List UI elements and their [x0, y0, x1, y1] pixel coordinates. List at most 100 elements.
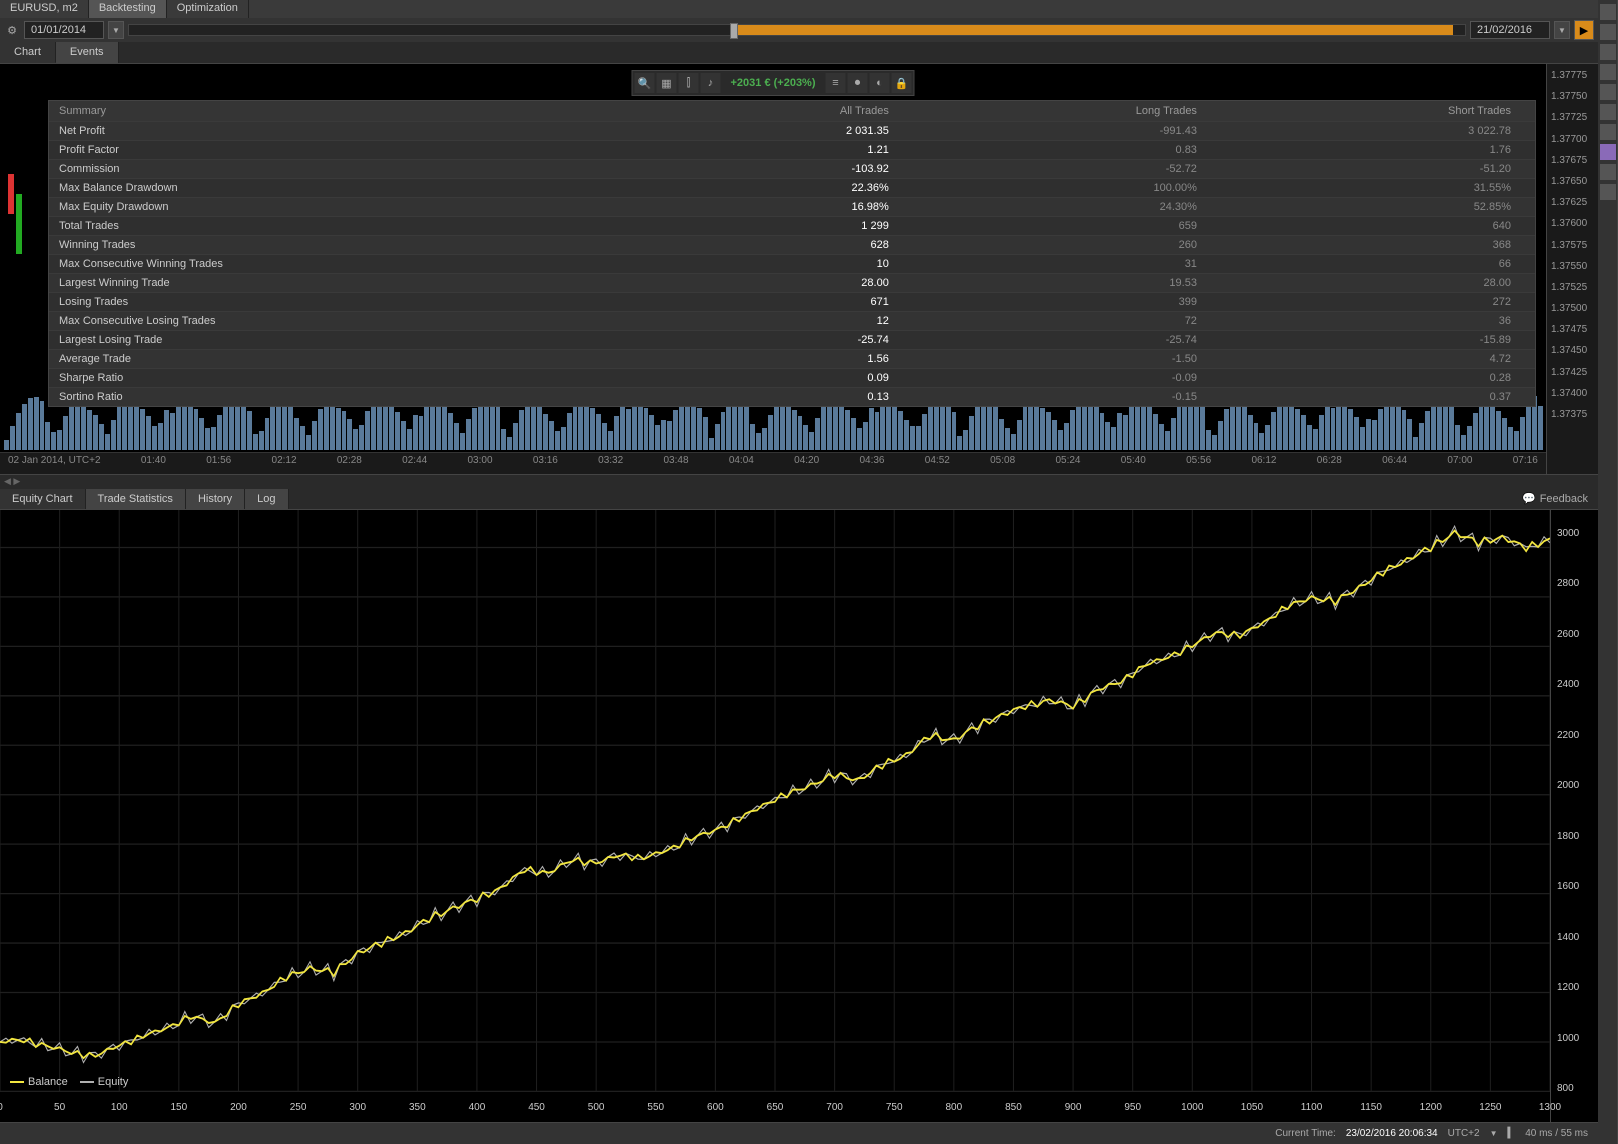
- indicator-icon[interactable]: [1600, 144, 1616, 160]
- upper-x-tick: 03:32: [598, 455, 623, 472]
- stats-cell: -103.92: [644, 160, 913, 179]
- equity-x-tick: 600: [707, 1102, 724, 1113]
- equity-x-tick: 50: [54, 1102, 65, 1113]
- upper-y-tick: 1.37450: [1551, 345, 1594, 356]
- stats-cell: 1.56: [644, 350, 913, 369]
- equity-y-tick: 2000: [1557, 780, 1592, 791]
- sound-icon[interactable]: ♪: [700, 73, 720, 93]
- tab-trade-statistics[interactable]: Trade Statistics: [86, 489, 186, 509]
- channel-icon[interactable]: [1600, 64, 1616, 80]
- tab-optimization[interactable]: Optimization: [167, 0, 249, 18]
- candlestick-icon[interactable]: ⫿: [678, 73, 698, 93]
- list-icon[interactable]: ≡: [826, 73, 846, 93]
- date-from-dropdown[interactable]: ▼: [108, 21, 124, 39]
- stats-cell: -991.43: [913, 122, 1221, 141]
- stats-cell: 368: [1221, 236, 1535, 255]
- upper-y-tick: 1.37550: [1551, 261, 1594, 272]
- lock-icon[interactable]: 🔒: [892, 73, 912, 93]
- chart-tab-bar: Chart Events: [0, 42, 1598, 64]
- upper-x-tick: 02:44: [402, 455, 427, 472]
- upper-x-tick: 05:24: [1055, 455, 1080, 472]
- settings-gear-icon[interactable]: ⚙: [4, 22, 20, 38]
- candle-preview: [6, 174, 24, 284]
- stats-cell: -0.15: [913, 388, 1221, 407]
- feedback-icon: 💬: [1522, 492, 1536, 505]
- upper-x-tick: 02:12: [272, 455, 297, 472]
- stats-cell: Largest Winning Trade: [49, 274, 644, 293]
- upper-x-tick: 01:40: [141, 455, 166, 472]
- upper-scroll-bar[interactable]: ◀ ▶: [0, 474, 1598, 488]
- stats-cell: 10: [644, 255, 913, 274]
- equity-chart-area[interactable]: Balance Equity 0501001502002503003504004…: [0, 510, 1550, 1122]
- upper-y-tick: 1.37400: [1551, 388, 1594, 399]
- equity-x-tick: 100: [111, 1102, 128, 1113]
- legend-equity: Equity: [80, 1076, 129, 1088]
- stats-cell: Max Consecutive Winning Trades: [49, 255, 644, 274]
- upper-x-tick: 03:00: [468, 455, 493, 472]
- stats-row: Largest Losing Trade-25.74-25.74-15.89: [49, 331, 1535, 350]
- upper-y-tick: 1.37700: [1551, 134, 1594, 145]
- upper-x-tick: 05:08: [990, 455, 1015, 472]
- play-button[interactable]: ▶: [1574, 20, 1594, 40]
- upper-x-origin: 02 Jan 2014, UTC+2: [8, 455, 101, 472]
- stats-cell: Losing Trades: [49, 293, 644, 312]
- text-icon[interactable]: [1600, 124, 1616, 140]
- ellipse-icon[interactable]: [1600, 104, 1616, 120]
- stats-row: Max Balance Drawdown22.36%100.00%31.55%: [49, 179, 1535, 198]
- timeline-slider[interactable]: [128, 24, 1466, 36]
- feedback-button[interactable]: 💬Feedback: [1512, 488, 1598, 509]
- zoom-icon[interactable]: 🔍: [634, 73, 654, 93]
- stats-cell: 399: [913, 293, 1221, 312]
- globe-icon[interactable]: ◐: [870, 73, 890, 93]
- stats-cell: 260: [913, 236, 1221, 255]
- stats-cell: 0.13: [644, 388, 913, 407]
- stats-cell: -51.20: [1221, 160, 1535, 179]
- equity-x-tick: 1150: [1360, 1102, 1382, 1113]
- stats-cell: Max Balance Drawdown: [49, 179, 644, 198]
- stats-cell: -1.50: [913, 350, 1221, 369]
- statistics-table: SummaryAll TradesLong TradesShort Trades…: [48, 100, 1536, 407]
- bell-icon[interactable]: [1600, 184, 1616, 200]
- date-to-input[interactable]: [1470, 21, 1550, 39]
- tab-chart[interactable]: Chart: [0, 42, 56, 63]
- stats-cell: Commission: [49, 160, 644, 179]
- status-tz-dropdown-icon[interactable]: ▼: [1490, 1129, 1498, 1138]
- price-chart-area[interactable]: 🔍 ▦ ⫿ ♪ +2031 € (+203%) ≡ ⏺ ◐ 🔒 SummaryA…: [0, 64, 1546, 474]
- cursor-icon[interactable]: [1600, 4, 1616, 20]
- share-icon[interactable]: ⏺: [848, 73, 868, 93]
- stats-cell: Largest Losing Trade: [49, 331, 644, 350]
- equity-y-tick: 3000: [1557, 528, 1592, 539]
- stats-cell: 72: [913, 312, 1221, 331]
- legend-balance: Balance: [10, 1076, 68, 1088]
- rect-icon[interactable]: [1600, 84, 1616, 100]
- status-timezone[interactable]: UTC+2: [1448, 1128, 1480, 1139]
- tab-backtesting[interactable]: Backtesting: [89, 0, 167, 18]
- upper-x-tick: 05:40: [1121, 455, 1146, 472]
- draw-line-icon[interactable]: [1600, 24, 1616, 40]
- stats-row: Profit Factor1.210.831.76: [49, 141, 1535, 160]
- timeline-handle[interactable]: [730, 23, 738, 39]
- stats-cell: 2 031.35: [644, 122, 913, 141]
- tab-events[interactable]: Events: [56, 42, 119, 63]
- date-to-dropdown[interactable]: ▼: [1554, 21, 1570, 39]
- camera-icon[interactable]: [1600, 164, 1616, 180]
- upper-x-tick: 07:00: [1447, 455, 1472, 472]
- equity-x-tick: 900: [1065, 1102, 1082, 1113]
- upper-x-axis: 02 Jan 2014, UTC+201:4001:5602:1202:2802…: [0, 452, 1546, 474]
- selection-icon[interactable]: ▦: [656, 73, 676, 93]
- stats-cell: 1.21: [644, 141, 913, 160]
- date-from-input[interactable]: [24, 21, 104, 39]
- upper-y-tick: 1.37675: [1551, 155, 1594, 166]
- tab-log[interactable]: Log: [245, 489, 288, 509]
- stats-cell: 4.72: [1221, 350, 1535, 369]
- stats-cell: 24.30%: [913, 198, 1221, 217]
- stats-header: All Trades: [644, 101, 913, 122]
- stats-cell: 0.09: [644, 369, 913, 388]
- stats-row: Max Consecutive Winning Trades103166: [49, 255, 1535, 274]
- instrument-label: EURUSD, m2: [0, 0, 89, 18]
- tab-history[interactable]: History: [186, 489, 245, 509]
- fib-icon[interactable]: [1600, 44, 1616, 60]
- tab-equity-chart[interactable]: Equity Chart: [0, 489, 86, 509]
- stats-cell: 66: [1221, 255, 1535, 274]
- equity-x-tick: 650: [767, 1102, 784, 1113]
